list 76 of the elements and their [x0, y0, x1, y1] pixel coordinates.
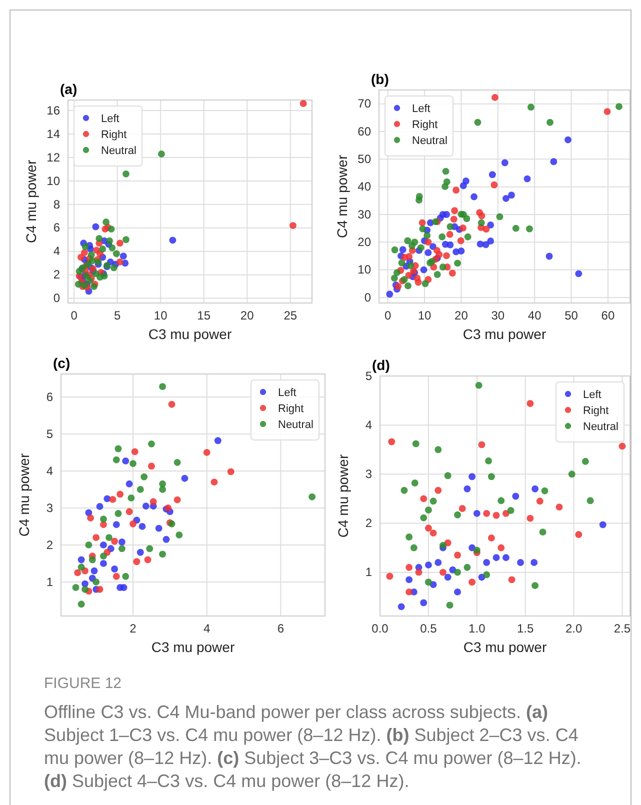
y-tick-label: 2: [46, 538, 54, 552]
y-tick-label: 3: [46, 500, 54, 515]
x-tick-label: 2.5: [614, 622, 631, 636]
x-axis-title: C3 mu power: [462, 326, 546, 342]
legend-label: Right: [101, 129, 127, 141]
x-tick-label: 1.0: [468, 622, 486, 636]
y-tick-label: 1: [46, 574, 54, 589]
x-tick-label: 0: [70, 308, 78, 323]
x-tick-label: 0.0: [372, 622, 389, 636]
x-tick-label: 40: [528, 308, 542, 323]
chart-title: (b): [371, 71, 389, 87]
legend-label: Right: [583, 405, 609, 417]
x-axis-title: C3 mu power: [463, 639, 547, 655]
y-tick-label: 4: [365, 418, 372, 432]
x-tick-label: 4: [204, 622, 210, 636]
y-tick-label: 30: [358, 207, 372, 222]
legend-label: Neutral: [412, 135, 448, 147]
legend-label: Neutral: [101, 145, 136, 157]
x-tick-label: 2.0: [565, 622, 582, 636]
y-axis-title: C4 mu power: [16, 453, 32, 537]
y-tick-label: 5: [46, 426, 54, 441]
y-tick-label: 16: [46, 103, 60, 118]
legend-label: Left: [278, 387, 296, 399]
text: Offline C3 vs. C4 Mu-band power per class across subjects. (a) Subject 1–C3 vs. C4 mu power (8–12 Hz). (b) Subject 2–C3 vs. C4 mu power (8–12 Hz). (c) Subject 3–C3 vs. C4 mu power (8–12 Hz). (d) Subject 4–C3 vs. C4 mu power (8–12 Hz).: [44, 702, 582, 791]
x-tick-label: 20: [240, 308, 254, 323]
y-axis-title: C4 mu power: [335, 454, 351, 538]
x-tick-label: 20: [454, 308, 468, 323]
y-tick-label: 4: [46, 464, 54, 478]
y-tick-label: 2: [365, 516, 372, 530]
legend-label: Right: [412, 119, 438, 131]
x-axis-title: C3 mu power: [148, 326, 232, 342]
legend-label: Neutral: [278, 419, 314, 431]
y-tick-label: 10: [358, 262, 372, 277]
y-tick-label: 20: [358, 234, 372, 249]
y-tick-label: 10: [46, 174, 60, 188]
chart-title: (c): [53, 355, 70, 371]
legend-label: Neutral: [583, 421, 618, 433]
x-tick-label: 30: [491, 308, 505, 323]
y-axis-title: C4 mu power: [334, 154, 350, 238]
legend-label: Left: [412, 103, 430, 115]
y-tick-label: 0: [53, 291, 60, 306]
y-tick-label: 14: [46, 126, 60, 141]
x-tick-label: 25: [284, 308, 298, 323]
y-tick-label: 8: [53, 197, 60, 212]
y-tick-label: 1: [365, 565, 372, 580]
caption: FIGURE 12: [44, 675, 122, 692]
y-tick-label: 50: [358, 152, 372, 166]
y-tick-label: 2: [53, 268, 60, 282]
y-tick-label: 12: [46, 150, 60, 164]
y-tick-label: 6: [46, 390, 54, 404]
chart-title: (d): [372, 357, 390, 373]
chart-title: (a): [60, 81, 78, 97]
legend-label: Left: [583, 389, 602, 401]
x-tick-label: 10: [154, 308, 168, 323]
y-tick-label: 4: [53, 244, 60, 258]
y-tick-label: 6: [53, 220, 60, 235]
x-tick-label: 0.5: [420, 622, 438, 636]
x-tick-label: 10: [418, 308, 432, 323]
x-axis-title: C3 mu power: [151, 639, 235, 655]
x-tick-label: 50: [564, 308, 578, 323]
x-tick-label: 5: [114, 308, 121, 323]
x-tick-label: 60: [601, 308, 615, 323]
legend-label: Right: [278, 403, 304, 415]
x-tick-label: 0: [384, 308, 392, 323]
y-axis-title: C4 mu power: [23, 160, 39, 244]
y-tick-label: 70: [358, 96, 372, 111]
x-tick-label: 2: [130, 622, 137, 636]
y-tick-label: 3: [365, 467, 372, 481]
legend-label: Left: [101, 113, 120, 125]
y-tick-label: 40: [358, 180, 372, 194]
x-tick-label: 15: [197, 308, 211, 323]
x-tick-label: 1.5: [517, 622, 534, 636]
y-tick-label: 5: [365, 368, 372, 383]
y-tick-label: 0: [364, 290, 372, 304]
x-tick-label: 6: [277, 622, 284, 636]
y-tick-label: 60: [358, 124, 372, 138]
